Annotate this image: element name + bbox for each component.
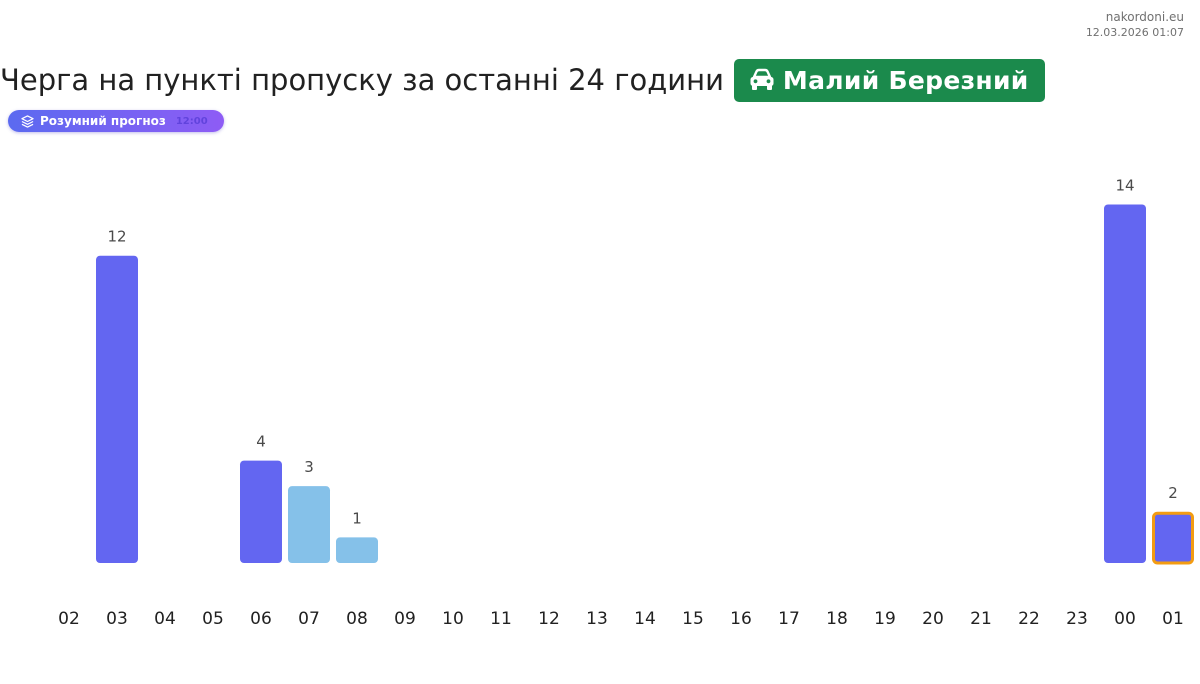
site-timestamp: 12.03.2026 01:07 <box>1085 26 1184 39</box>
car-icon <box>750 68 774 90</box>
page-title: Черга на пункті пропуску за останні 24 г… <box>0 63 724 97</box>
site-name: nakordoni.eu <box>1105 10 1184 24</box>
x-tick-label: 13 <box>586 609 608 629</box>
x-tick-label: 23 <box>1066 609 1088 629</box>
x-tick-label: 05 <box>202 609 224 629</box>
bar-07[interactable] <box>288 486 330 563</box>
x-tick-label: 03 <box>106 609 128 629</box>
checkpoint-name: Малий Березний <box>782 65 1029 95</box>
x-tick-label: 01 <box>1162 609 1184 629</box>
x-tick-label: 18 <box>826 609 848 629</box>
x-tick-label: 20 <box>922 609 944 629</box>
x-tick-label: 16 <box>730 609 752 629</box>
bar-value-label: 3 <box>304 458 314 476</box>
checkpoint-badge[interactable]: Малий Березний <box>733 58 1045 102</box>
bar-06[interactable] <box>240 460 282 563</box>
bar-03[interactable] <box>96 255 138 563</box>
x-tick-label: 00 <box>1114 609 1136 629</box>
x-tick-label: 19 <box>874 609 896 629</box>
site-meta: nakordoni.eu 12.03.2026 01:07 <box>1086 9 1184 41</box>
bar-value-label: 12 <box>107 228 126 246</box>
smart-forecast-button[interactable]: Розумний прогноз 12:00 <box>8 110 224 132</box>
x-tick-label: 07 <box>298 609 320 629</box>
x-tick-label: 11 <box>490 609 512 629</box>
bar-value-label: 2 <box>1168 484 1178 502</box>
x-tick-label: 10 <box>442 609 464 629</box>
layers-icon <box>21 114 34 128</box>
x-tick-label: 08 <box>346 609 368 629</box>
title-row: Черга на пункті пропуску за останні 24 г… <box>0 58 1045 102</box>
bar-value-label: 4 <box>256 433 266 451</box>
x-tick-label: 04 <box>154 609 176 629</box>
bar-01[interactable] <box>1152 511 1194 565</box>
bar-value-label: 14 <box>1115 177 1134 195</box>
x-tick-label: 12 <box>538 609 560 629</box>
x-tick-label: 22 <box>1018 609 1040 629</box>
x-tick-label: 09 <box>394 609 416 629</box>
forecast-tag: 12:00 <box>175 115 208 127</box>
x-tick-label: 17 <box>778 609 800 629</box>
x-tick-label: 21 <box>970 609 992 629</box>
x-tick-label: 15 <box>682 609 704 629</box>
bar-value-label: 1 <box>352 509 362 527</box>
bar-00[interactable] <box>1104 204 1146 564</box>
bar-08[interactable] <box>336 537 378 563</box>
smart-forecast-label: Розумний прогноз <box>40 114 166 128</box>
x-tick-label: 14 <box>634 609 656 629</box>
x-tick-label: 06 <box>250 609 272 629</box>
x-tick-label: 02 <box>58 609 80 629</box>
